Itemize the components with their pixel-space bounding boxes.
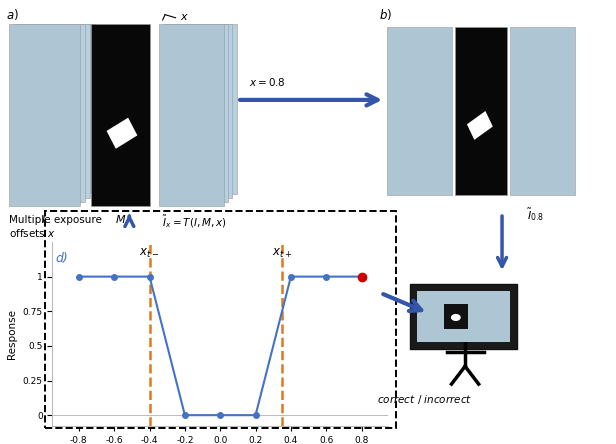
- Text: $a)$: $a)$: [6, 7, 19, 22]
- Text: $x = 0.8$: $x = 0.8$: [249, 76, 286, 88]
- Text: $\tilde{I}_{0.8}$: $\tilde{I}_{0.8}$: [527, 206, 545, 223]
- Bar: [417, 291, 510, 342]
- Text: $x_{t-}$: $x_{t-}$: [139, 247, 160, 260]
- Bar: [455, 27, 507, 195]
- Bar: [172, 24, 237, 194]
- Text: $x_{t+}$: $x_{t+}$: [272, 247, 292, 260]
- Bar: [163, 24, 228, 202]
- Bar: [168, 24, 232, 198]
- Bar: [14, 24, 85, 202]
- Text: $M$: $M$: [115, 213, 126, 225]
- Bar: [510, 27, 575, 195]
- Circle shape: [453, 324, 477, 342]
- Bar: [444, 304, 468, 329]
- Bar: [91, 24, 150, 206]
- Polygon shape: [467, 111, 493, 140]
- Text: Multiple exposure
offsets $x$: Multiple exposure offsets $x$: [9, 215, 102, 239]
- Text: $c)$: $c)$: [557, 169, 570, 184]
- Bar: [9, 24, 80, 206]
- Text: $b)$: $b)$: [379, 7, 392, 22]
- Bar: [19, 24, 90, 198]
- Bar: [159, 24, 224, 206]
- Text: $x$: $x$: [180, 12, 190, 22]
- Text: $\mathbf{\mathit{correct}}$ / $\mathbf{\mathit{incorrect}}$: $\mathbf{\mathit{correct}}$ / $\mathbf{\…: [378, 393, 472, 406]
- Text: $\tilde{I}_x = T(I, M, x)$: $\tilde{I}_x = T(I, M, x)$: [161, 213, 227, 230]
- Text: $I$: $I$: [41, 213, 46, 225]
- Bar: [24, 24, 95, 193]
- Polygon shape: [107, 118, 137, 149]
- Bar: [410, 284, 517, 349]
- Text: d): d): [55, 252, 68, 265]
- Circle shape: [451, 314, 461, 321]
- Bar: [387, 27, 452, 195]
- Y-axis label: Response: Response: [7, 309, 17, 359]
